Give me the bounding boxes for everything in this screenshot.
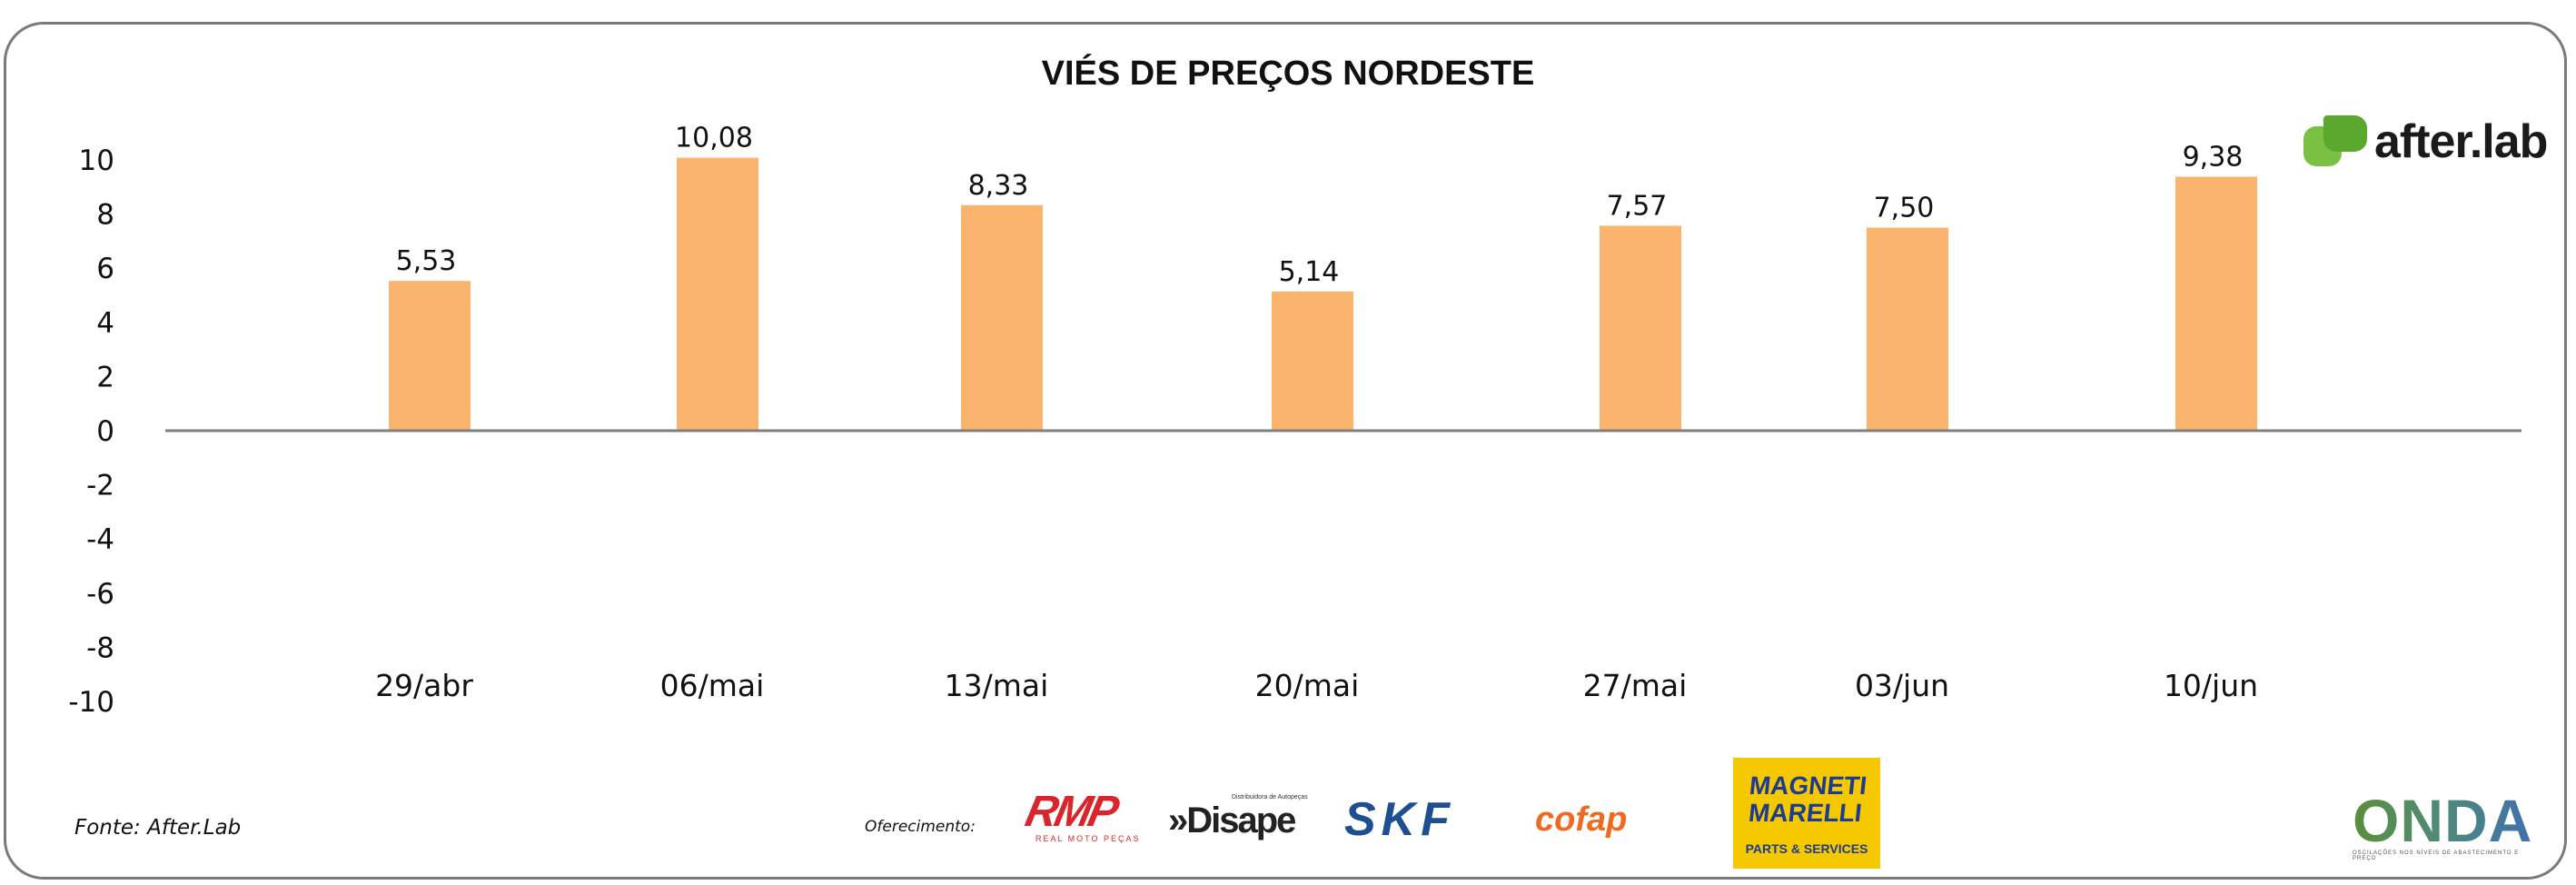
x-axis: 29/abr 06/mai 13/mai 20/mai 27/mai 03/jun 10/j… xyxy=(375,668,2258,703)
x-tick-label: 10/jun xyxy=(2164,668,2258,703)
bar-value-label: 5,14 xyxy=(1279,256,1340,288)
y-tick-label: 8 xyxy=(96,199,114,232)
y-tick-label: 0 xyxy=(96,415,114,448)
bar-value-label: 10,08 xyxy=(675,123,753,154)
bar xyxy=(389,281,471,431)
bar-value-label: 9,38 xyxy=(2183,141,2244,173)
y-tick-label: -8 xyxy=(86,631,114,664)
x-tick-label: 13/mai xyxy=(945,668,1049,703)
y-axis: 10 8 6 4 2 0 -2 -4 -6 -8 -10 xyxy=(68,144,114,719)
magneti-wordmark: MAGNETI MARELLI xyxy=(1747,771,1868,827)
disape-wordmark: »Disape xyxy=(1168,800,1296,840)
y-tick-label: -4 xyxy=(86,523,114,556)
skf-logo: SKF xyxy=(1344,793,1455,846)
chart-frame xyxy=(4,22,2567,880)
y-tick-label: 2 xyxy=(96,361,114,393)
y-tick-label: -6 xyxy=(86,578,114,611)
bars: 5,53 10,08 8,33 5,14 7,57 7,50 9,38 xyxy=(389,123,2257,431)
cofap-logo: cofap xyxy=(1535,800,1628,839)
y-tick-label: 6 xyxy=(96,253,114,285)
bar-value-label: 5,53 xyxy=(396,245,457,277)
y-tick-label: -10 xyxy=(68,686,114,719)
disape-subtitle: Distribuidora de Autopeças xyxy=(1232,794,1308,800)
bar xyxy=(1600,225,1681,431)
chart-title: VIÉS DE PREÇOS NORDESTE xyxy=(1041,55,1535,93)
y-tick-label: -2 xyxy=(86,470,114,502)
y-tick-label: 10 xyxy=(79,144,114,177)
afterlab-wordmark: after.lab xyxy=(2374,115,2548,168)
x-tick-label: 29/abr xyxy=(375,668,473,703)
bar-value-label: 7,57 xyxy=(1607,190,1668,222)
x-tick-label: 20/mai xyxy=(1255,668,1360,703)
bar-value-label: 7,50 xyxy=(1874,193,1935,224)
bar-value-label: 8,33 xyxy=(968,170,1029,202)
disape-logo: Distribuidora de Autopeças »Disape xyxy=(1168,794,1323,840)
rmp-subtitle: REAL MOTO PEÇAS xyxy=(1035,834,1141,843)
afterlab-logo: after.lab xyxy=(2304,113,2548,171)
rmp-wordmark: RMP xyxy=(1021,788,1121,836)
x-tick-label: 27/mai xyxy=(1583,668,1688,703)
sponsor-label: Oferecimento: xyxy=(865,818,976,836)
rmp-logo: RMP REAL MOTO PEÇAS xyxy=(1021,788,1146,847)
onda-wordmark: ONDA xyxy=(2353,787,2533,854)
bar xyxy=(2175,176,2257,431)
bar xyxy=(677,157,758,431)
onda-subtitle: OSCILAÇÕES NOS NÍVEIS DE ABASTECIMENTO E… xyxy=(2353,850,2520,861)
bar xyxy=(1272,291,1353,431)
afterlab-mark-icon xyxy=(2304,115,2367,168)
x-tick-label: 03/jun xyxy=(1855,668,1949,703)
magneti-marelli-logo: MAGNETI MARELLI PARTS & SERVICES xyxy=(1733,758,1880,869)
source-note: Fonte: After.Lab xyxy=(74,816,242,840)
x-tick-label: 06/mai xyxy=(660,668,765,703)
onda-logo: ONDA OSCILAÇÕES NOS NÍVEIS DE ABASTECIME… xyxy=(2353,787,2534,861)
bar xyxy=(961,204,1043,431)
magneti-subtitle: PARTS & SERVICES xyxy=(1745,841,1868,856)
bar xyxy=(1867,227,1948,431)
y-tick-label: 4 xyxy=(96,307,114,340)
